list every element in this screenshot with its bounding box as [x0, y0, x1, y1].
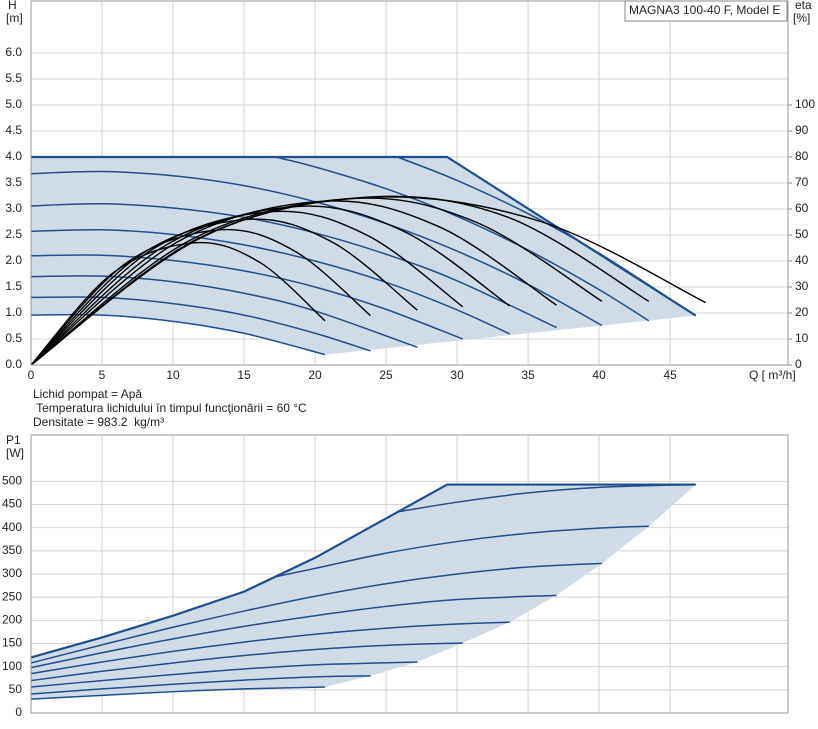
x-tick-label: 40 — [592, 368, 606, 382]
y-tick-label: 0.5 — [5, 331, 22, 345]
speed-curve — [30, 621, 510, 675]
y2-tick-label: 100 — [795, 97, 815, 111]
y-tick-label: 400 — [2, 520, 22, 534]
limit-curve — [30, 483, 696, 659]
y2-tick-label: 30 — [795, 279, 809, 293]
y-axis-unit: [m] — [6, 11, 23, 25]
y-tick-label: 2.5 — [5, 227, 22, 241]
y-tick-label: 1.0 — [5, 305, 22, 319]
speed-curve — [30, 275, 418, 349]
speed-curve — [30, 254, 464, 340]
y-tick-label: 50 — [9, 682, 23, 696]
x-tick-label: 25 — [379, 368, 393, 382]
x-tick-label: 15 — [237, 368, 251, 382]
x-tick-label: 0 — [28, 368, 35, 382]
chart-title: MAGNA3 100-40 F, Model E — [629, 3, 780, 17]
y2-tick-label: 70 — [795, 175, 809, 189]
efficiency-curve — [30, 196, 706, 366]
x-tick-label: 5 — [99, 368, 106, 382]
x-tick-label: 30 — [450, 368, 464, 382]
y-axis-label: H — [8, 0, 17, 12]
limit-curve — [31, 155, 697, 317]
y-tick-label: 4.5 — [5, 123, 22, 137]
y-tick-label: 150 — [2, 636, 22, 650]
y-tick-label: 2.0 — [5, 253, 22, 267]
y-tick-label: 450 — [2, 497, 22, 511]
y2-tick-label: 60 — [795, 201, 809, 215]
y-tick-label: 100 — [2, 659, 22, 673]
y-tick-label: 500 — [2, 474, 22, 488]
y2-tick-label: 90 — [795, 123, 809, 137]
y-tick-label: 250 — [2, 589, 22, 603]
speed-curve — [30, 313, 326, 356]
speed-curve — [30, 675, 371, 695]
y-tick-label: 0 — [15, 705, 22, 719]
y-tick-label: 6.0 — [5, 45, 22, 59]
y-tick-label: 3.5 — [5, 175, 22, 189]
title-box — [624, 0, 788, 22]
y2-tick-label: 0 — [795, 357, 802, 371]
speed-curve — [275, 156, 650, 322]
speed-curve — [30, 594, 557, 669]
y-tick-label: 3.0 — [5, 201, 22, 215]
y-tick-label: 1.5 — [5, 279, 22, 293]
y2-tick-label: 80 — [795, 149, 809, 163]
x-tick-label: 35 — [521, 368, 535, 382]
y2-tick-label: 10 — [795, 331, 809, 345]
y-tick-label: 4.0 — [5, 149, 22, 163]
operating-area — [31, 484, 696, 700]
plot-frame — [30, 0, 789, 366]
plot-frame — [30, 434, 789, 714]
y-axis-label: P1 — [6, 433, 21, 447]
y2-axis-label: eta — [795, 0, 812, 12]
speed-curve — [30, 562, 602, 664]
y2-tick-label: 50 — [795, 227, 809, 241]
y-axis-unit: [W] — [6, 446, 24, 460]
note: Densitate = 983.2 kg/m³ — [33, 415, 164, 429]
y-tick-label: 200 — [2, 613, 22, 627]
x-tick-label: 45 — [663, 368, 677, 382]
speed-curve — [30, 228, 510, 335]
x-tick-label: 20 — [308, 368, 322, 382]
x-axis-label: Q [ m³/h] — [749, 368, 796, 382]
y-tick-label: 350 — [2, 543, 22, 557]
note: Lichid pompat = Apă — [33, 387, 142, 401]
speed-curve — [30, 203, 557, 329]
x-tick-label: 10 — [166, 368, 180, 382]
y-tick-label: 300 — [2, 566, 22, 580]
y-tick-label: 5.0 — [5, 97, 22, 111]
y-tick-label: 0.0 — [5, 357, 22, 371]
y2-tick-label: 20 — [795, 305, 809, 319]
y2-axis-unit: [%] — [793, 11, 810, 25]
speed-curve — [30, 661, 418, 688]
speed-curve — [30, 642, 463, 682]
speed-curve — [30, 686, 326, 700]
note: Temperatura lichidului în timpul funcţio… — [33, 401, 307, 415]
speed-curve — [275, 525, 649, 578]
y-tick-label: 5.5 — [5, 71, 22, 85]
operating-area — [31, 157, 696, 355]
y2-tick-label: 40 — [795, 253, 809, 267]
speed-curve — [397, 483, 696, 513]
